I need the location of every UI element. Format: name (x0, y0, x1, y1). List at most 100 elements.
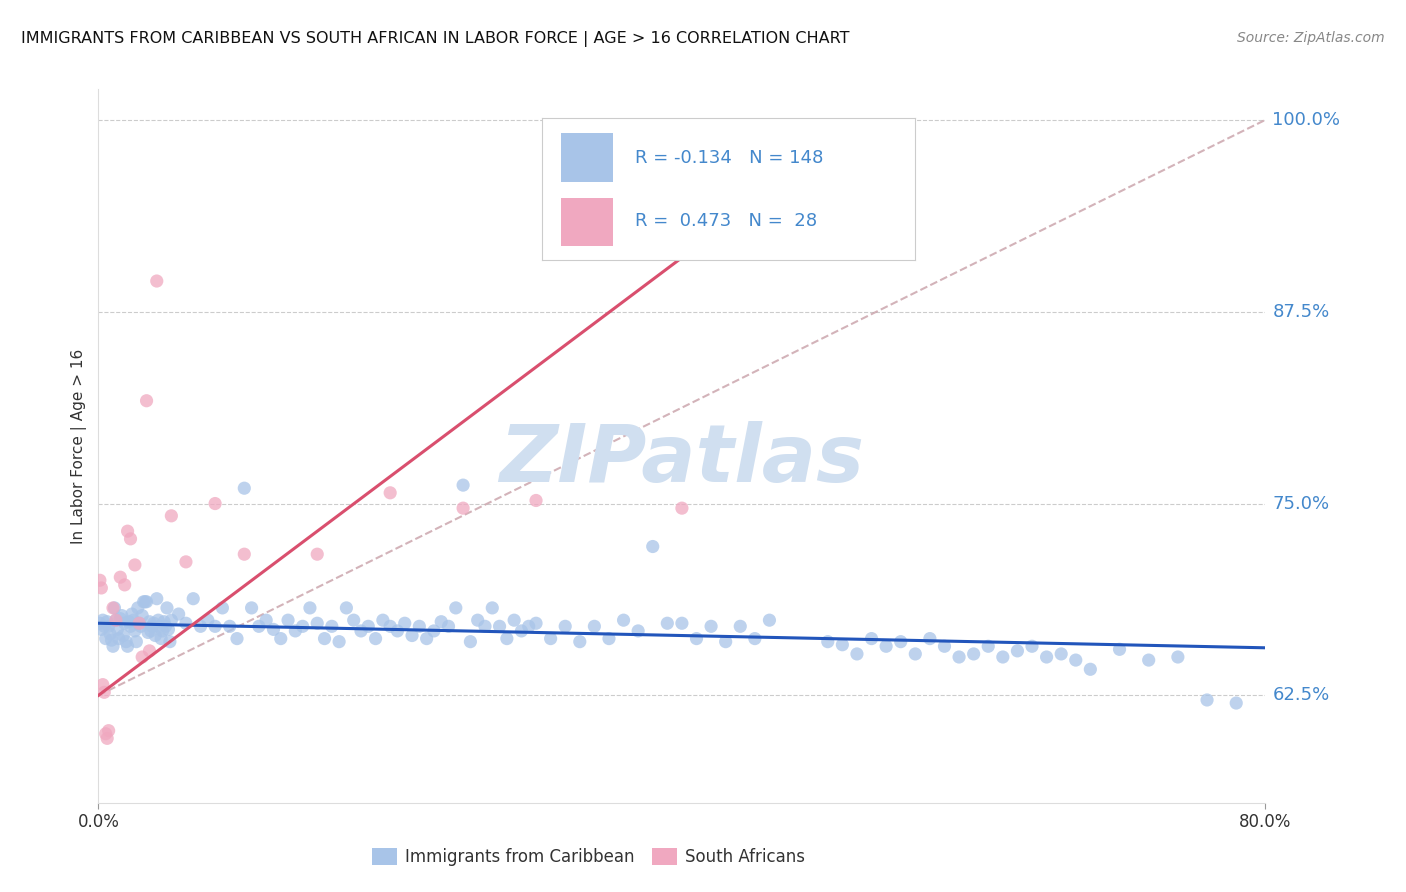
Point (190, 619, 212, 633)
Point (131, 650, 153, 665)
Point (104, 613, 127, 627)
Point (444, 601, 467, 615)
Point (122, 613, 145, 627)
Point (138, 644, 160, 658)
Point (1080, 662, 1102, 676)
Point (134, 595, 156, 609)
Point (598, 632, 620, 646)
Text: 100.0%: 100.0% (1272, 111, 1340, 128)
Point (120, 532, 142, 546)
Point (121, 607, 143, 621)
Point (314, 632, 336, 646)
Point (277, 613, 299, 627)
Point (685, 632, 707, 646)
Point (641, 540, 664, 554)
Point (875, 640, 897, 654)
Point (100, 633, 122, 648)
Point (115, 634, 138, 648)
Point (962, 647, 984, 661)
Point (430, 615, 453, 629)
Point (401, 628, 423, 642)
Point (139, 624, 162, 638)
Text: IMMIGRANTS FROM CARIBBEAN VS SOUTH AFRICAN IN LABOR FORCE | AGE > 16 CORRELATION: IMMIGRANTS FROM CARIBBEAN VS SOUTH AFRIC… (21, 31, 849, 47)
Point (380, 485, 402, 500)
Point (270, 632, 292, 646)
Point (583, 619, 606, 633)
Point (817, 634, 839, 648)
Point (159, 634, 181, 648)
Point (671, 616, 693, 631)
Point (364, 632, 387, 646)
Point (657, 616, 679, 631)
Text: Source: ZipAtlas.com: Source: ZipAtlas.com (1237, 31, 1385, 45)
Point (335, 601, 357, 615)
Point (343, 613, 366, 627)
Point (627, 624, 650, 638)
Point (167, 607, 190, 621)
Point (153, 615, 176, 629)
Point (155, 619, 177, 633)
Point (181, 591, 204, 606)
Point (101, 601, 124, 615)
Point (160, 613, 183, 627)
Point (554, 619, 576, 633)
Point (135, 393, 157, 408)
Point (415, 632, 437, 646)
Y-axis label: In Labor Force | Age > 16: In Labor Force | Age > 16 (72, 349, 87, 543)
Point (496, 632, 519, 646)
Point (129, 619, 152, 633)
Point (831, 638, 853, 652)
Point (149, 619, 172, 633)
Point (247, 619, 270, 633)
Point (357, 619, 380, 633)
Point (321, 619, 343, 633)
Point (503, 613, 526, 627)
Point (380, 619, 402, 633)
Point (174, 555, 197, 569)
Point (94, 632, 117, 646)
Point (291, 619, 314, 633)
Point (111, 608, 134, 623)
Point (142, 616, 165, 631)
Point (96, 731, 118, 746)
Legend: Immigrants from Caribbean, South Africans: Immigrants from Caribbean, South African… (366, 841, 811, 873)
Point (460, 634, 482, 648)
Point (156, 601, 179, 615)
Point (262, 623, 284, 637)
Point (104, 613, 127, 627)
Point (89, 616, 111, 631)
Point (120, 619, 142, 633)
Point (218, 619, 240, 633)
Point (714, 634, 737, 648)
Point (510, 624, 533, 638)
Point (97, 723, 120, 738)
Point (612, 613, 634, 627)
Point (233, 547, 256, 561)
Point (254, 613, 277, 627)
Point (108, 632, 131, 646)
Point (197, 613, 219, 627)
Point (517, 619, 540, 633)
Point (150, 632, 173, 646)
Point (93, 619, 115, 633)
Point (1021, 640, 1043, 654)
Point (118, 615, 141, 629)
Point (1195, 693, 1218, 707)
Point (157, 623, 180, 637)
Point (991, 650, 1014, 665)
Point (127, 601, 149, 615)
Point (94, 727, 117, 741)
Point (204, 497, 226, 511)
Point (371, 613, 394, 627)
Point (141, 619, 163, 633)
Point (91, 678, 114, 692)
Point (307, 616, 329, 631)
Point (890, 634, 912, 648)
Point (1007, 644, 1029, 658)
Point (568, 634, 591, 648)
Point (240, 601, 263, 615)
Point (132, 595, 155, 609)
Point (233, 481, 256, 495)
Point (1137, 653, 1160, 667)
Point (114, 578, 136, 592)
